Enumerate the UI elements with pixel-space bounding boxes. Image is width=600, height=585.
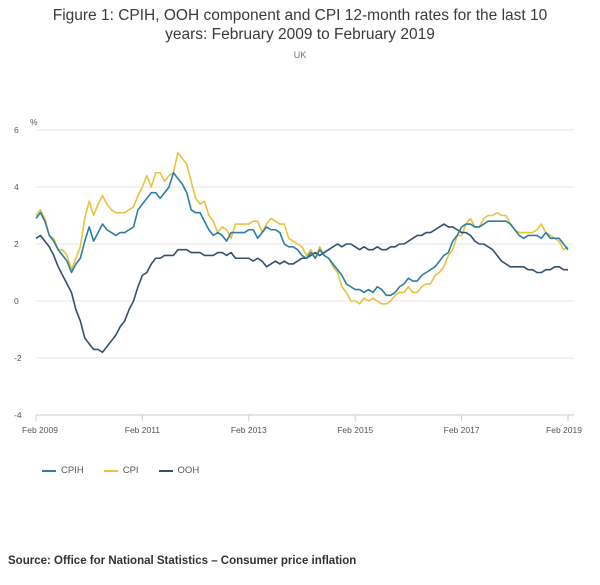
chart-title-line-1: Figure 1: CPIH, OOH component and CPI 12… [52, 7, 548, 24]
legend-item-cpih: CPIH [42, 465, 84, 476]
legend-swatch [103, 469, 118, 472]
x-tick-label: Feb 2017 [444, 425, 480, 435]
y-axis-label: % [30, 117, 38, 127]
legend-swatch [42, 469, 56, 472]
grid-layer [36, 129, 574, 416]
legend-item-ooh: OOH [158, 465, 200, 476]
source-note: Source: Office for National Statistics –… [8, 555, 357, 567]
series-line-cpi [35, 152, 569, 305]
series-layer [35, 152, 569, 354]
chart-title: Figure 1: CPIH, OOH component and CPI 12… [0, 6, 600, 44]
x-tick-label: Feb 2015 [337, 425, 373, 435]
legend-label: CPI [122, 465, 139, 476]
series-line-cpih [35, 171, 569, 297]
line-chart: -4 -2 0 2 4 6% Feb 2009 Feb 2011 Feb 2013 Feb 201… [14, 117, 582, 435]
x-tick-label: Feb 2013 [231, 425, 267, 435]
chart-legend: CPIH CPI OOH [42, 465, 199, 476]
chart-subtitle: UK [293, 50, 307, 60]
x-tick-label: Feb 2011 [125, 425, 161, 435]
y-tick-label: 2 [14, 239, 19, 249]
x-tick-label: Feb 2009 [22, 425, 58, 435]
x-tick-label: Feb 2019 [546, 425, 582, 435]
axis-layer: -4 -2 0 2 4 6% Feb 2009 Feb 2011 Feb 2013 Feb 201… [14, 117, 582, 435]
legend-swatch [158, 469, 173, 472]
y-tick-label: -2 [14, 353, 22, 363]
legend-item-cpi: CPI [103, 465, 139, 476]
y-tick-label: 6 [14, 125, 19, 135]
y-tick-label: 0 [14, 296, 19, 306]
y-tick-label: 4 [14, 182, 19, 192]
chart-title-line-2: years: February 2009 to February 2019 [165, 26, 435, 43]
legend-label: CPIH [61, 465, 84, 476]
y-tick-label: -4 [14, 410, 22, 420]
legend-label: OOH [177, 465, 200, 476]
series-line-ooh [35, 223, 568, 354]
